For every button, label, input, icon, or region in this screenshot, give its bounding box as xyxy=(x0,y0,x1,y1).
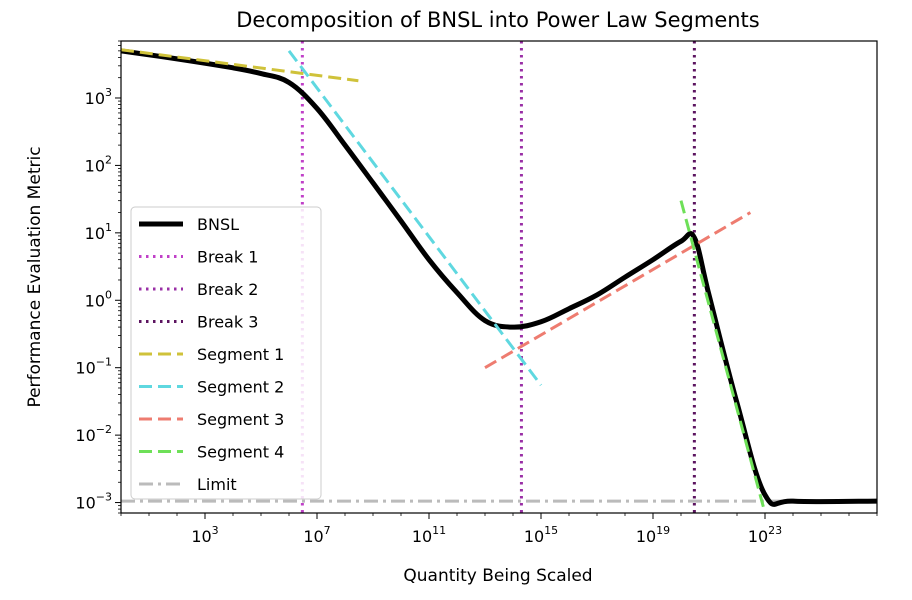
axis-ticks: 103 107 1011 1015 1019 1023 10−3 10−2 10−1 100 101… xyxy=(75,40,878,546)
plot-frame xyxy=(120,40,878,514)
x-tick-label: 107 xyxy=(303,524,330,546)
chart-title: Decomposition of BNSL into Power Law Seg… xyxy=(236,8,759,32)
legend-label-break-3: Break 3 xyxy=(197,313,258,332)
legend: BNSL Break 1 Break 2 Break 3 Segment 1 Segmen… xyxy=(130,206,322,500)
series-segment-1 xyxy=(121,48,359,83)
y-axis-label: Performance Evaluation Metric xyxy=(25,146,45,407)
x-tick-label: 1015 xyxy=(524,524,558,546)
legend-box xyxy=(130,206,322,500)
legend-label-break-2: Break 2 xyxy=(197,280,258,299)
y-tick-label: 10−2 xyxy=(75,423,112,445)
x-tick-label: 1011 xyxy=(412,524,446,546)
plot-area xyxy=(121,41,877,513)
legend-label-segment-4: Segment 4 xyxy=(197,443,284,462)
series-segment-2 xyxy=(287,49,543,387)
series-bnsl xyxy=(121,48,877,507)
y-tick-label: 103 xyxy=(85,86,112,108)
legend-label-bnsl: BNSL xyxy=(197,215,239,234)
x-tick-label: 1019 xyxy=(636,524,670,546)
legend-label-limit: Limit xyxy=(197,475,237,494)
y-tick-label: 101 xyxy=(85,221,112,243)
x-axis-label: Quantity Being Scaled xyxy=(403,566,592,586)
y-tick-label: 100 xyxy=(85,288,112,310)
legend-label-segment-2: Segment 2 xyxy=(197,378,284,397)
series-segment-3 xyxy=(484,211,752,369)
x-tick-label: 1023 xyxy=(748,524,782,546)
legend-label-segment-1: Segment 1 xyxy=(197,345,284,364)
legend-label-break-1: Break 1 xyxy=(197,248,258,267)
series-segment-4 xyxy=(679,200,767,513)
legend-label-segment-3: Segment 3 xyxy=(197,410,284,429)
y-tick-label: 10−3 xyxy=(75,491,112,513)
y-tick-label: 10−1 xyxy=(75,356,112,378)
y-tick-label: 102 xyxy=(85,153,112,175)
x-tick-label: 103 xyxy=(191,524,218,546)
